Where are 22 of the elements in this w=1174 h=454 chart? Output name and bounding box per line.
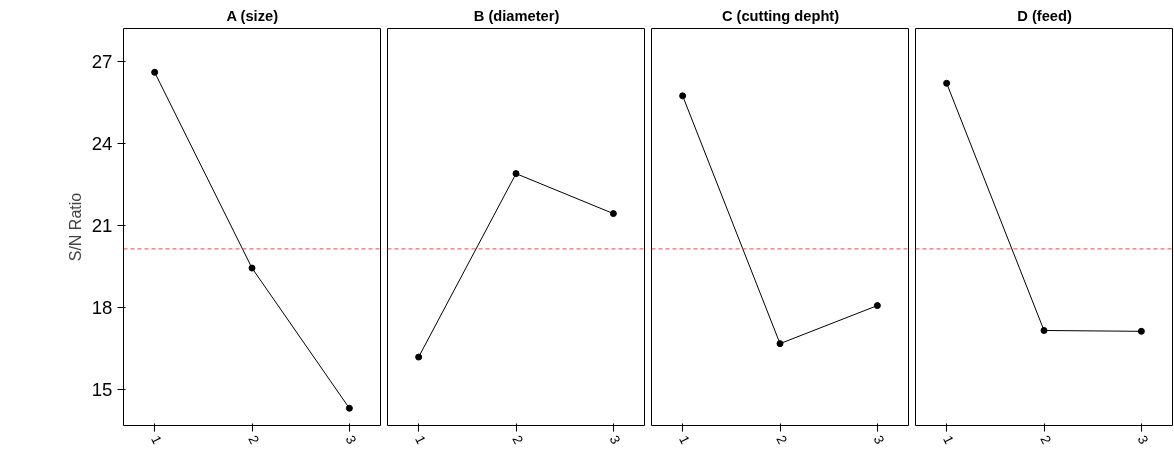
y-axis-title: S/N Ratio [66,192,84,262]
x-tick-label: 3 [870,433,888,447]
x-tick-label: 2 [773,433,791,447]
x-tick-label: 1 [147,433,165,447]
x-tick-label: 2 [1037,433,1055,447]
x-tick-label: 3 [606,433,624,447]
x-tick-label: 1 [411,433,429,447]
x-tick-label: 1 [939,433,957,447]
y-tick-label: 24 [91,132,113,154]
chart-title: D (feed) [1017,7,1072,24]
y-tick-label: 18 [91,297,113,319]
x-tick-label: 2 [509,433,527,447]
chart-title: A (size) [226,7,279,24]
x-tick-label: 3 [1134,433,1152,447]
x-tick-label: 2 [245,433,263,447]
y-tick-label: 27 [91,50,113,72]
x-tick-label: 1 [675,433,693,447]
y-tick-label: 21 [91,215,113,237]
chart-title: C (cutting depht) [721,7,840,24]
y-tick-label: 15 [91,379,113,401]
chart-title: B (diameter) [473,7,560,24]
x-tick-label: 3 [342,433,360,447]
